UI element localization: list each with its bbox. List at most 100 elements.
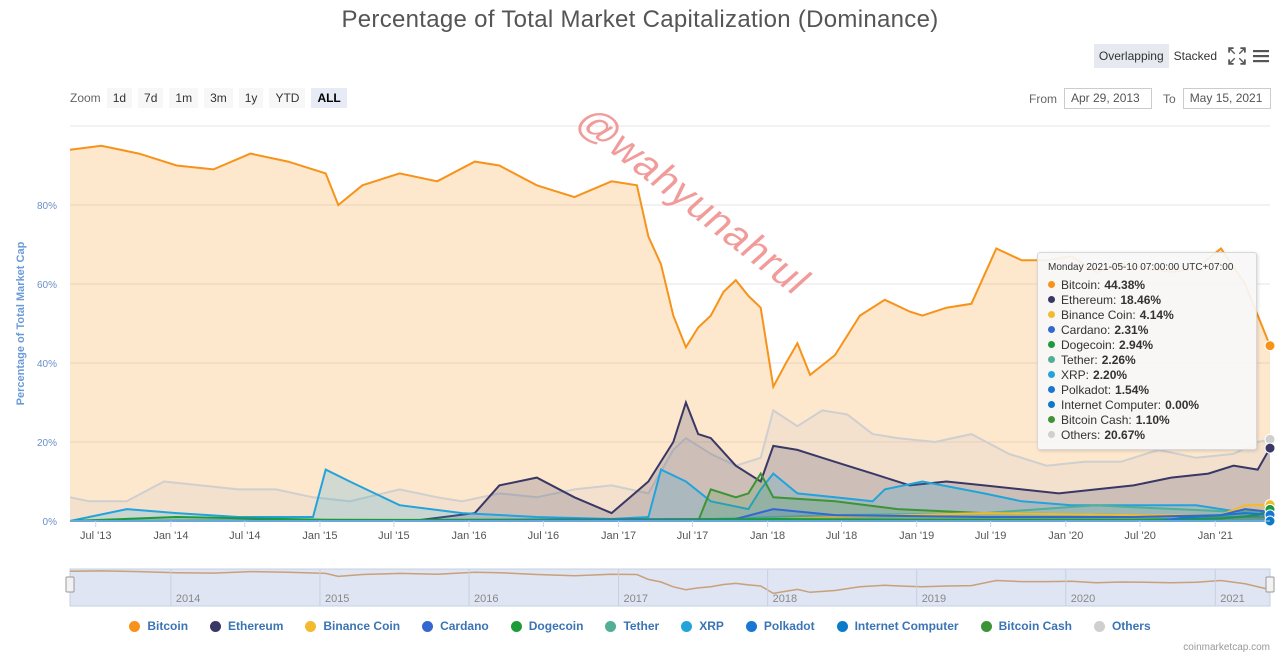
tooltip-series-dot — [1048, 431, 1055, 438]
tooltip-series-name: Tether: — [1061, 352, 1098, 367]
zoom-1y-button[interactable]: 1y — [238, 88, 264, 108]
from-date-input[interactable]: Apr 29, 2013 — [1064, 88, 1152, 109]
legend-dot — [305, 620, 317, 632]
tooltip-series-value: 2.31% — [1114, 322, 1149, 337]
tooltip-series-name: Cardano: — [1061, 322, 1111, 337]
legend-item-tether[interactable]: Tether — [605, 619, 659, 633]
legend-item-internet-computer[interactable]: Internet Computer — [836, 619, 959, 633]
legend-item-ethereum[interactable]: Ethereum — [210, 619, 283, 633]
tooltip-series-value: 4.14% — [1139, 307, 1174, 322]
tooltip-series-value: 2.94% — [1119, 337, 1154, 352]
legend-label: XRP — [699, 619, 724, 633]
credit-link[interactable]: coinmarketcap.com — [1183, 642, 1270, 653]
tooltip-series-value: 1.10% — [1135, 412, 1170, 427]
series-line-ethereum — [70, 399, 1271, 522]
navigator-left-handle[interactable] — [65, 576, 75, 593]
y-tick-label: 40% — [37, 359, 57, 370]
series-area-bitcoin — [70, 145, 1270, 522]
tooltip-series-value: 44.38% — [1104, 277, 1146, 292]
tooltip-series-dot — [1048, 311, 1055, 318]
to-date-input[interactable]: May 15, 2021 — [1182, 88, 1271, 109]
navigator-year-label: 2019 — [922, 593, 946, 605]
tooltip-series-name: XRP: — [1061, 367, 1090, 382]
stacked-button[interactable]: Stacked — [1173, 49, 1217, 63]
navigator-series — [69, 570, 1271, 595]
zoom-ytd-button[interactable]: YTD — [269, 88, 306, 108]
legend-dot — [210, 620, 222, 632]
x-tick-label: Jul '20 — [1124, 530, 1155, 542]
tooltip-series-value: 18.46% — [1120, 292, 1162, 307]
zoom-7d-button[interactable]: 7d — [138, 88, 164, 108]
zoom-3m-button[interactable]: 3m — [204, 88, 233, 108]
tooltip: Monday 2021-05-10 07:00:00 UTC+07:00 Bit… — [1037, 252, 1257, 450]
zoom-all-button[interactable]: ALL — [311, 88, 347, 108]
legend-dot — [510, 620, 522, 632]
tooltip-series-name: Dogecoin: — [1061, 337, 1116, 352]
navigator-right-handle[interactable] — [1265, 576, 1275, 593]
series-area-xrp — [70, 469, 1270, 521]
navigator-year-label: 2015 — [325, 593, 349, 605]
y-tick-label: 20% — [37, 438, 57, 449]
tooltip-series-name: Internet Computer: — [1061, 397, 1162, 412]
tooltip-header: Monday 2021-05-10 07:00:00 UTC+07:00 — [1048, 262, 1234, 273]
navigator-year-label: 2014 — [176, 593, 200, 605]
legend-label: Bitcoin Cash — [998, 619, 1072, 633]
tooltip-row: Polkadot: 1.54% — [1048, 382, 1256, 397]
y-axis-title: Percentage of Total Market Cap — [15, 241, 27, 405]
legend-label: Dogecoin — [528, 619, 584, 633]
legend-item-binance-coin[interactable]: Binance Coin — [305, 619, 400, 633]
zoom-label: Zoom — [70, 91, 101, 105]
x-tick-label: Jan '15 — [302, 530, 337, 542]
x-tick-label: Jan '19 — [899, 530, 934, 542]
tooltip-row: XRP: 2.20% — [1048, 367, 1256, 382]
legend-label: Internet Computer — [854, 619, 959, 633]
x-tick-label: Jul '19 — [975, 530, 1006, 542]
tooltip-series-dot — [1048, 371, 1055, 378]
series-line-xrp — [69, 468, 1271, 522]
tooltip-series-dot — [1048, 416, 1055, 423]
legend-item-bitcoin[interactable]: Bitcoin — [129, 619, 188, 633]
date-range-to: To May 15, 2021 — [1163, 88, 1271, 109]
navigator-year-label: 2020 — [1071, 593, 1095, 605]
legend-item-polkadot[interactable]: Polkadot — [745, 619, 815, 633]
x-tick-label: Jul '15 — [378, 530, 409, 542]
x-tick-label: Jan '20 — [1048, 530, 1083, 542]
zoom-1d-button[interactable]: 1d — [106, 88, 133, 108]
legend-item-xrp[interactable]: XRP — [681, 619, 724, 633]
tooltip-series-dot — [1048, 341, 1055, 348]
navigator-window — [69, 568, 1271, 607]
tooltip-row: Ethereum: 18.46% — [1048, 292, 1256, 307]
series-line-cardano — [69, 508, 1271, 522]
tooltip-row: Binance Coin: 4.14% — [1048, 307, 1256, 322]
chart-legend: Bitcoin Ethereum Binance Coin Cardano Dogeco… — [0, 619, 1280, 633]
overlapping-button[interactable]: Overlapping — [1093, 44, 1169, 68]
legend-item-cardano[interactable]: Cardano — [422, 619, 489, 633]
tooltip-row: Internet Computer: 0.00% — [1048, 397, 1256, 412]
tooltip-series-name: Polkadot: — [1061, 382, 1112, 397]
series-endpoint-bitcoin — [1264, 340, 1276, 352]
tooltip-row: Bitcoin Cash: 1.10% — [1048, 412, 1256, 427]
legend-dot — [422, 620, 434, 632]
menu-icon[interactable] — [1252, 47, 1270, 65]
series-line-others — [69, 408, 1271, 503]
tooltip-series-value: 20.67% — [1104, 427, 1146, 442]
series-areas — [69, 144, 1276, 527]
tooltip-series-name: Binance Coin: — [1061, 307, 1136, 322]
tooltip-series-dot — [1048, 281, 1055, 288]
x-tick-label: Jul '18 — [826, 530, 857, 542]
x-tick-label: Jul '17 — [677, 530, 708, 542]
tooltip-row: Others: 20.67% — [1048, 427, 1256, 442]
tooltip-series-name: Bitcoin Cash: — [1061, 412, 1132, 427]
chart-mode-toggle: Overlapping Stacked — [1093, 44, 1222, 68]
fullscreen-icon[interactable] — [1228, 47, 1246, 65]
x-tick-label: Jul '16 — [528, 530, 559, 542]
legend-item-others[interactable]: Others — [1093, 619, 1151, 633]
zoom-1m-button[interactable]: 1m — [169, 88, 199, 108]
legend-dot — [1093, 620, 1105, 632]
x-tick-label: Jan '17 — [601, 530, 636, 542]
legend-item-bitcoin-cash[interactable]: Bitcoin Cash — [980, 619, 1072, 633]
legend-item-dogecoin[interactable]: Dogecoin — [510, 619, 584, 633]
y-tick-label: 0% — [43, 517, 58, 528]
navigator-year-label: 2016 — [474, 593, 498, 605]
